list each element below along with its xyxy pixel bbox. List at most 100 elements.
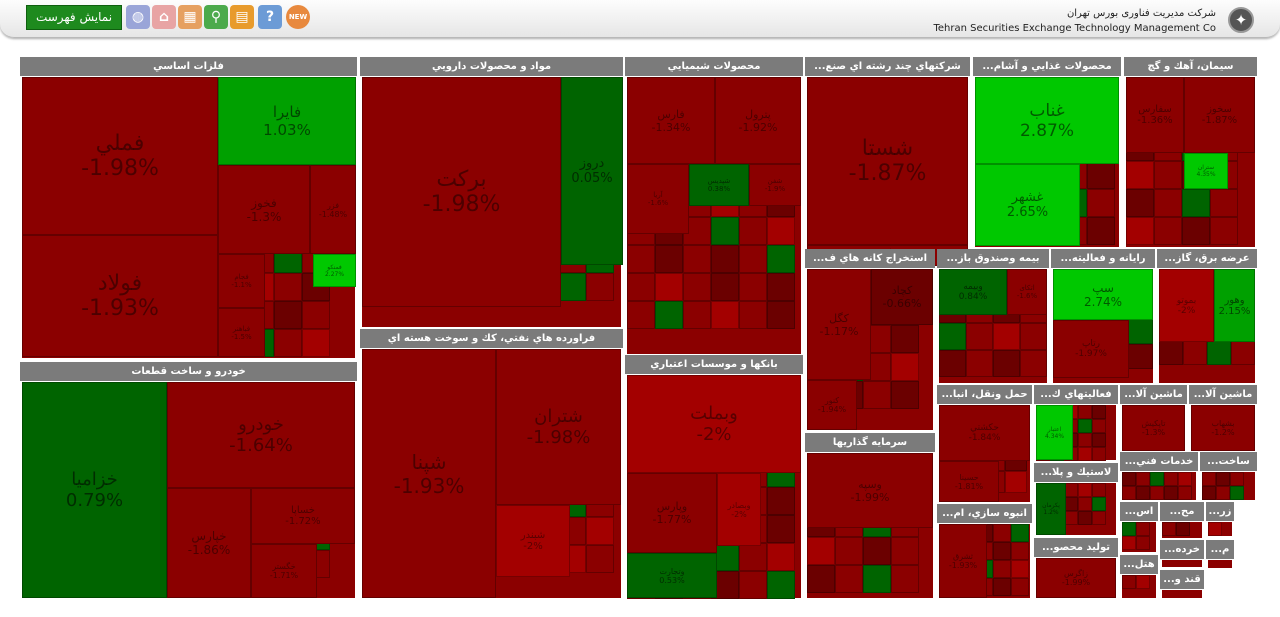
sector-title[interactable]: خودرو و ساخت قطعات (20, 362, 357, 381)
treemap-filler-cell[interactable] (1231, 341, 1255, 365)
stock-tile[interactable]: شبندر -2% (496, 505, 570, 577)
treemap-filler-cell[interactable] (993, 560, 1011, 578)
stock-tile[interactable]: شتران -1.98% (496, 349, 621, 505)
stock-tile[interactable]: اعتبار 4.34% (1036, 405, 1073, 460)
treemap-filler-cell[interactable] (1092, 405, 1106, 419)
stock-tile[interactable]: فخوز -1.3% (218, 165, 310, 254)
sector-title[interactable]: ماشين آلا... (1120, 385, 1187, 404)
treemap-filler-cell[interactable] (1216, 472, 1230, 486)
sector-title[interactable]: اس... (1120, 502, 1158, 521)
stock-tile[interactable]: سفارس -1.36% (1126, 77, 1184, 153)
stock-tile[interactable]: تاپكيش -1.3% (1122, 405, 1185, 451)
stock-tile[interactable]: زاگرس -1.99% (1036, 558, 1116, 598)
treemap-filler-cell[interactable] (1092, 511, 1106, 525)
treemap-filler-cell[interactable] (1154, 217, 1182, 245)
sector-title[interactable]: محصولات غذايي و آشام... (973, 57, 1121, 76)
treemap-filler-cell[interactable] (1162, 522, 1176, 536)
treemap-filler-cell[interactable] (993, 323, 1020, 350)
treemap-filler-cell[interactable] (1178, 486, 1192, 500)
treemap-filler-cell[interactable] (1122, 472, 1136, 486)
treemap-filler-cell[interactable] (1164, 472, 1178, 486)
sector-title[interactable]: شركتهاي چند رشته اي صنع... (805, 57, 970, 76)
treemap-filler-cell[interactable] (711, 245, 739, 273)
treemap-filler-cell[interactable] (1011, 524, 1029, 542)
sector-title[interactable]: هتل... (1120, 555, 1158, 574)
treemap-filler-cell[interactable] (1164, 486, 1178, 500)
sector-title[interactable]: رايانه و فعاليته... (1051, 249, 1155, 268)
stock-tile[interactable]: فباهنر -1.5% (218, 308, 265, 357)
treemap-filler-cell[interactable] (1216, 486, 1230, 500)
treemap-filler-cell[interactable] (993, 524, 1011, 542)
sector-title[interactable]: بانكها و موسسات اعتباري (625, 355, 803, 374)
stock-tile[interactable]: سپ 2.74% (1053, 269, 1153, 320)
globe-icon[interactable]: ◍ (126, 5, 150, 29)
treemap-filler-cell[interactable] (1064, 497, 1078, 511)
stock-tile[interactable]: غشهر 2.65% (975, 164, 1080, 246)
stock-tile[interactable]: كچاد -0.66% (871, 269, 933, 325)
treemap-filler-cell[interactable] (807, 565, 835, 593)
treemap-filler-cell[interactable] (966, 350, 993, 377)
stock-tile[interactable]: فزر -1.48% (310, 165, 356, 254)
treemap-filler-cell[interactable] (586, 273, 614, 301)
treemap-filler-cell[interactable] (1182, 189, 1210, 217)
table-icon[interactable]: ▦ (178, 5, 202, 29)
stock-tile[interactable]: خپارس -1.86% (167, 488, 251, 598)
sector-title[interactable]: فراورده هاي نفتي، كك و سوخت هسته اي (360, 329, 623, 348)
treemap-filler-cell[interactable] (739, 543, 767, 571)
stock-tile[interactable]: بركت -1.98% (362, 77, 561, 307)
stock-tile[interactable]: رتاپ -1.97% (1053, 320, 1129, 378)
sector-title[interactable]: مواد و محصولات دارويي (360, 57, 623, 76)
treemap-filler-cell[interactable] (1182, 217, 1210, 245)
treemap-filler-cell[interactable] (1020, 350, 1047, 377)
treemap-filler-cell[interactable] (767, 571, 795, 599)
treemap-filler-cell[interactable] (1078, 483, 1092, 497)
treemap-filler-cell[interactable] (683, 301, 711, 329)
treemap-filler-cell[interactable] (1202, 472, 1216, 486)
stock-tile[interactable]: وبملت -2% (627, 375, 801, 473)
stock-tile[interactable]: وبيمه 0.84% (939, 269, 1007, 315)
sector-title[interactable]: ماشين آلا... (1189, 385, 1257, 404)
treemap-filler-cell[interactable] (1064, 511, 1078, 525)
sector-title[interactable]: حمل ونقل، انبا... (937, 385, 1032, 404)
stock-tile[interactable]: وپارس -1.77% (627, 473, 717, 553)
treemap-filler-cell[interactable] (939, 323, 966, 350)
treemap-filler-cell[interactable] (863, 565, 891, 593)
treemap-filler-cell[interactable] (627, 245, 655, 273)
treemap-filler-cell[interactable] (683, 245, 711, 273)
treemap-filler-cell[interactable] (767, 515, 795, 543)
treemap-filler-cell[interactable] (627, 273, 655, 301)
chat-icon[interactable]: ▤ (230, 5, 254, 29)
treemap-filler-cell[interactable] (835, 537, 863, 565)
treemap-filler-cell[interactable] (655, 273, 683, 301)
stock-tile[interactable]: غناب 2.87% (975, 77, 1119, 164)
treemap-filler-cell[interactable] (1136, 575, 1150, 589)
home-icon[interactable]: ⌂ (152, 5, 176, 29)
treemap-filler-cell[interactable] (1136, 536, 1150, 550)
treemap-filler-cell[interactable] (586, 545, 614, 573)
treemap-filler-cell[interactable] (274, 329, 302, 357)
sector-title[interactable]: لاستيك و پلا... (1034, 463, 1118, 482)
treemap-filler-cell[interactable] (1159, 341, 1183, 365)
stock-tile[interactable]: حكشتي -1.84% (939, 405, 1030, 461)
new-icon[interactable]: NEW (286, 5, 310, 29)
stock-tile[interactable]: خزاميا 0.79% (22, 382, 167, 598)
stock-tile[interactable]: ستران 4.35% (1184, 153, 1228, 189)
treemap-filler-cell[interactable] (1087, 189, 1115, 217)
stock-tile[interactable]: حسینا -1.81% (939, 461, 999, 502)
sector-title[interactable]: سرمايه گذاريها (805, 433, 935, 452)
treemap-filler-cell[interactable] (891, 565, 919, 593)
treemap-filler-cell[interactable] (767, 245, 795, 273)
treemap-filler-cell[interactable] (993, 542, 1011, 560)
treemap-filler-cell[interactable] (1011, 560, 1029, 578)
stock-tile[interactable]: وهور 2.15% (1214, 269, 1255, 342)
treemap-filler-cell[interactable] (1128, 344, 1153, 369)
treemap-filler-cell[interactable] (1092, 483, 1106, 497)
treemap-filler-cell[interactable] (863, 537, 891, 565)
treemap-filler-cell[interactable] (891, 353, 919, 381)
stock-tile[interactable]: شفن -1.9% (749, 164, 801, 206)
treemap-filler-cell[interactable] (993, 350, 1020, 377)
treemap-filler-cell[interactable] (1136, 472, 1150, 486)
stock-tile[interactable]: شستا -1.87% (807, 77, 968, 245)
stock-tile[interactable]: وتجارت 0.53% (627, 553, 717, 598)
treemap-filler-cell[interactable] (739, 273, 767, 301)
